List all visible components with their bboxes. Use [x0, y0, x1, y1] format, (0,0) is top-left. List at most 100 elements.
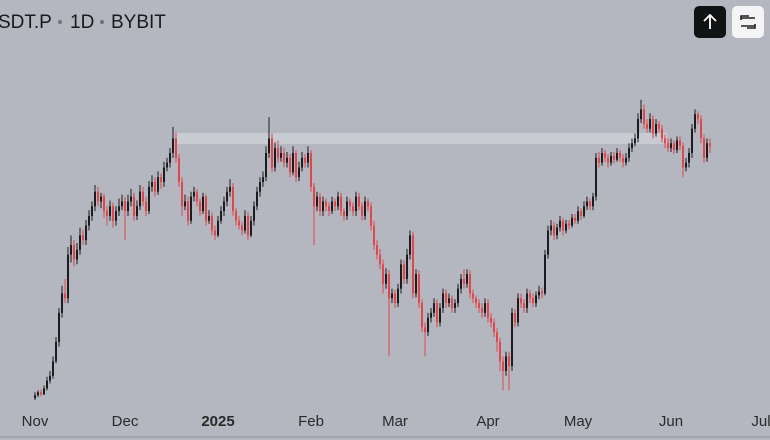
candle-body: [397, 288, 399, 304]
candle-body: [496, 332, 498, 342]
candle-body: [490, 317, 492, 323]
candle-body: [364, 201, 366, 216]
candle-body: [106, 211, 108, 216]
candle-body: [322, 201, 324, 212]
candle-body: [673, 143, 675, 151]
share-button[interactable]: [694, 6, 726, 38]
candle-body: [613, 155, 615, 160]
candle-body: [67, 254, 69, 299]
candle-body: [331, 201, 333, 212]
candle-body: [268, 138, 270, 153]
candle-body: [46, 380, 48, 389]
exchange: BYBIT: [111, 12, 166, 33]
candle-body: [145, 201, 147, 212]
candle-body: [574, 217, 576, 221]
candle-body: [70, 245, 72, 255]
candle-body: [484, 303, 486, 313]
candle-body: [271, 138, 273, 168]
candle-body: [610, 155, 612, 163]
candle-body: [559, 220, 561, 228]
candle-body: [661, 128, 663, 139]
candle-body: [385, 274, 387, 284]
candle-body: [91, 206, 93, 216]
candle-body: [430, 312, 432, 318]
candle-body: [415, 274, 417, 294]
candle-body: [694, 114, 696, 129]
candle-body: [622, 157, 624, 163]
candle-body: [82, 235, 84, 241]
candle-body: [640, 109, 642, 120]
candle-body: [229, 186, 231, 192]
fullscreen-button[interactable]: [732, 6, 764, 38]
candle-body: [448, 298, 450, 304]
candle-body: [316, 196, 318, 207]
candle-body: [73, 245, 75, 260]
candle-body: [391, 293, 393, 299]
candle-body: [34, 395, 36, 399]
candle-body: [337, 196, 339, 207]
candle-body: [118, 206, 120, 212]
x-tick-label: 2025: [201, 413, 234, 430]
candle-body: [220, 211, 222, 221]
candle-body: [553, 225, 555, 236]
candle-body: [52, 361, 54, 376]
candle-body: [571, 217, 573, 226]
candle-body: [196, 191, 198, 202]
candle-body: [253, 206, 255, 221]
candle-body: [340, 196, 342, 212]
candle-body: [58, 312, 60, 342]
candle-body: [481, 307, 483, 313]
candle-body: [403, 264, 405, 279]
candle-body: [313, 186, 315, 207]
candle-body: [307, 152, 309, 163]
candle-body: [94, 191, 96, 207]
candle-body: [439, 307, 441, 323]
candle-body: [184, 201, 186, 207]
candle-body: [376, 245, 378, 255]
candle-body: [325, 201, 327, 207]
button-bg[interactable]: [732, 6, 764, 38]
candle-body: [103, 196, 105, 212]
candle-body: [298, 167, 300, 178]
candle-body: [667, 143, 669, 149]
candle-body: [451, 298, 453, 308]
candle-body: [352, 206, 354, 212]
candle-body: [679, 140, 681, 147]
candle-body: [283, 152, 285, 163]
candle-body: [40, 392, 42, 395]
symbol: SDT.P: [0, 12, 52, 33]
candle-body: [562, 220, 564, 231]
candle-body: [190, 196, 192, 221]
candle-body: [100, 196, 102, 202]
candle-body: [151, 182, 153, 187]
candle-body: [175, 138, 177, 158]
candle-body: [436, 303, 438, 323]
candle-body: [223, 201, 225, 212]
x-tick-label: Dec: [112, 413, 139, 430]
candle-body: [172, 138, 174, 153]
candle-body: [709, 143, 711, 147]
candle-body: [688, 152, 690, 163]
candle-body: [499, 341, 501, 362]
candle-body: [181, 182, 183, 207]
candle-body: [547, 230, 549, 255]
candle-body: [292, 152, 294, 173]
candle-body: [520, 298, 522, 304]
candle-body: [76, 249, 78, 260]
candle-body: [232, 186, 234, 212]
candle-body: [238, 220, 240, 226]
candle-body: [139, 191, 141, 207]
candle-body: [148, 186, 150, 212]
candle-body: [334, 201, 336, 207]
candle-body: [442, 293, 444, 308]
candle-body: [295, 152, 297, 178]
candle-body: [409, 235, 411, 255]
candle-body: [514, 312, 516, 323]
candle-body: [133, 196, 135, 216]
candle-body: [169, 152, 171, 163]
candle-body: [421, 303, 423, 328]
candle-body: [538, 291, 540, 296]
candle-body: [211, 215, 213, 231]
candle-body: [556, 227, 558, 236]
